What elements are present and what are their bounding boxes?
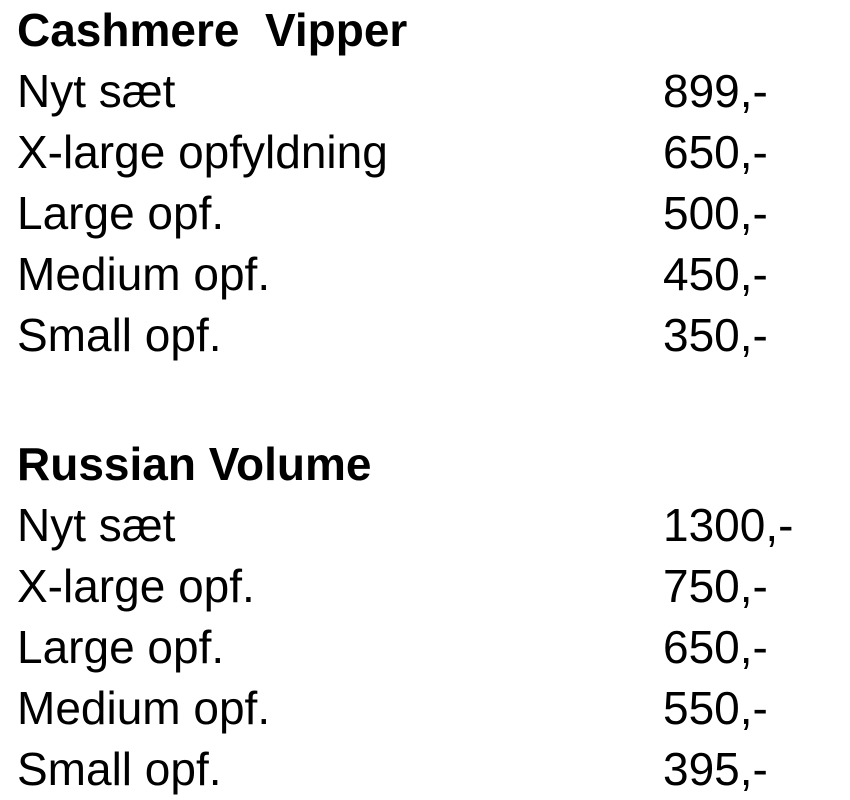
item-price: 1300,-	[663, 499, 794, 551]
price-row: Nyt sæt 1300,-	[17, 495, 837, 556]
price-row: X-large opfyldning 650,-	[17, 122, 837, 183]
price-row: Nyt sæt 899,-	[17, 61, 837, 122]
item-name: Small opf.	[17, 309, 222, 361]
item-price: 750,-	[663, 560, 768, 612]
section-title: Russian Volume	[17, 438, 372, 490]
price-row: Small opf. 395,-	[17, 739, 837, 800]
item-price: 650,-	[663, 126, 768, 178]
item-price: 350,-	[663, 309, 768, 361]
item-name: Large opf.	[17, 187, 225, 239]
item-name: Medium opf.	[17, 248, 271, 300]
price-row: X-large opf. 750,-	[17, 556, 837, 617]
price-list: Cashmere Vipper Nyt sæt 899,- X-large op…	[17, 0, 837, 800]
item-name: X-large opf.	[17, 560, 255, 612]
section-spacer	[17, 366, 837, 434]
section-title: Cashmere Vipper	[17, 4, 408, 56]
item-name: Nyt sæt	[17, 499, 176, 551]
item-price: 899,-	[663, 65, 768, 117]
item-price: 395,-	[663, 743, 768, 795]
price-row: Medium opf. 450,-	[17, 244, 837, 305]
price-row: Medium opf. 550,-	[17, 678, 837, 739]
section-russian-volume: Russian Volume Nyt sæt 1300,- X-large op…	[17, 434, 837, 800]
item-name: Small opf.	[17, 743, 222, 795]
item-name: Large opf.	[17, 621, 225, 673]
section-cashmere-vipper: Cashmere Vipper Nyt sæt 899,- X-large op…	[17, 0, 837, 366]
item-name: Medium opf.	[17, 682, 271, 734]
item-price: 550,-	[663, 682, 768, 734]
price-row: Large opf. 500,-	[17, 183, 837, 244]
item-name: Nyt sæt	[17, 65, 176, 117]
item-price: 450,-	[663, 248, 768, 300]
item-price: 500,-	[663, 187, 768, 239]
item-name: X-large opfyldning	[17, 126, 388, 178]
price-row: Large opf. 650,-	[17, 617, 837, 678]
price-row: Small opf. 350,-	[17, 305, 837, 366]
item-price: 650,-	[663, 621, 768, 673]
